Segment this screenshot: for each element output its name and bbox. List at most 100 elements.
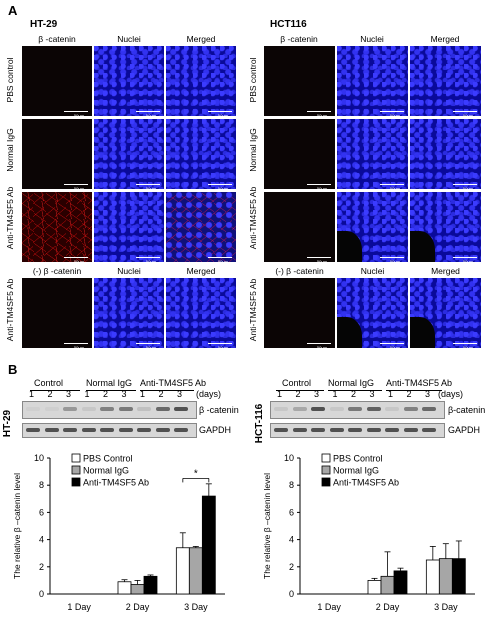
blot-left-underline-2 xyxy=(86,390,136,391)
legend-label: Normal IgG xyxy=(83,466,129,476)
micrograph-hct116-pbs-merged xyxy=(410,46,481,116)
bar xyxy=(117,581,132,595)
blot-right-underline-1 xyxy=(276,390,324,391)
micrograph-ht29-anti-merged xyxy=(166,192,236,262)
lane-number: 1 xyxy=(140,389,146,399)
legend-label: Anti-TM4SF5 Ab xyxy=(333,478,399,488)
col-header-merged-left: Merged xyxy=(186,34,216,44)
micrograph-ht29-neg-merged xyxy=(166,278,236,348)
lane-number: 3 xyxy=(177,389,183,399)
lane-number: 2 xyxy=(47,389,53,399)
lane-number: 1 xyxy=(332,389,338,399)
blot-right-group-control: Control xyxy=(282,378,312,388)
bar xyxy=(380,575,395,595)
y-tick-label: 10 xyxy=(34,453,44,463)
micrograph-ht29-pbs-nuclei xyxy=(94,46,164,116)
blot-left-days: (days) xyxy=(196,389,222,399)
catenin-band xyxy=(329,407,344,411)
micrograph-ht29-igg-catenin xyxy=(22,119,92,189)
lane-number: 2 xyxy=(351,389,357,399)
blot-right-row-gapdh: GAPDH xyxy=(448,425,481,435)
row-label-igg-left: Normal IgG xyxy=(5,128,15,172)
col-header-nuclei-right: Nuclei xyxy=(360,34,384,44)
col-header-nuclei-left: Nuclei xyxy=(117,34,141,44)
blot-left-cell-line: HT-29 xyxy=(2,409,14,438)
micrograph-hct116-neg-nuclei xyxy=(337,278,408,348)
x-tick-label: 3 Day xyxy=(184,602,208,612)
row-label-anti-left: Anti-TM4SF5 Ab xyxy=(5,186,15,250)
blot-left-group-igg: Normal IgG xyxy=(86,378,133,388)
legend-swatch xyxy=(321,465,331,475)
gapdh-band xyxy=(311,428,325,432)
bar xyxy=(130,584,145,595)
micrograph-hct116-neg-catenin xyxy=(264,278,335,348)
gapdh-band xyxy=(137,428,151,432)
legend-swatch xyxy=(71,465,81,475)
blot-right-row-catenin: β-catenin xyxy=(448,405,486,415)
ht29-title: HT-29 xyxy=(30,19,58,30)
catenin-band xyxy=(81,407,96,411)
catenin-band xyxy=(44,407,59,411)
micrograph-ht29-anti-nuclei xyxy=(94,192,164,262)
row-label-igg-right: Normal IgG xyxy=(248,128,258,172)
row-label-anti2-right: Anti-TM4SF5 Ab xyxy=(248,278,258,342)
row-label-anti-right: Anti-TM4SF5 Ab xyxy=(248,186,258,250)
bar xyxy=(451,558,466,595)
lane-number: 3 xyxy=(314,389,320,399)
lane-number: 2 xyxy=(295,389,301,399)
gapdh-band xyxy=(44,428,59,432)
hct116-title: HCT116 xyxy=(270,19,307,30)
col-header-nuclei-row4-right: Nuclei xyxy=(360,266,385,276)
gapdh-band xyxy=(385,428,399,432)
bar-chart-ht29: 0 2 4 6 8 10 The relative β –catenin level 1 Da… xyxy=(12,453,225,612)
col-header-merged-row4-right: Merged xyxy=(431,266,460,276)
significance-star: * xyxy=(194,468,198,479)
micrograph-hct116-igg-catenin xyxy=(264,119,335,189)
x-tick-label: 1 Day xyxy=(317,602,341,612)
micrograph-ht29-neg-nuclei xyxy=(94,278,164,348)
blot-right-group-anti: Anti-TM4SF5 Ab xyxy=(386,378,453,388)
row-label-anti2-left: Anti-TM4SF5 Ab xyxy=(5,278,15,342)
micrograph-ht29-igg-merged xyxy=(166,119,236,189)
gapdh-band xyxy=(329,428,344,432)
blot-left-row-gapdh: GAPDH xyxy=(199,425,232,435)
lane-number: 3 xyxy=(425,389,431,399)
gapdh-band xyxy=(81,428,96,432)
catenin-band xyxy=(422,407,436,411)
x-tick-label: 3 Day xyxy=(434,602,458,612)
blot-right-group-igg: Normal IgG xyxy=(328,378,375,388)
bar xyxy=(143,575,158,595)
micrograph-hct116-anti-catenin xyxy=(264,192,335,262)
lane-number: 1 xyxy=(388,389,394,399)
bar xyxy=(393,570,408,595)
gapdh-band xyxy=(422,428,436,432)
lane-number: 1 xyxy=(84,389,90,399)
col-header-neg-catenin-left: (-) β -catenin xyxy=(32,266,82,276)
blot-right-underline-3 xyxy=(386,390,442,391)
catenin-band xyxy=(274,407,288,411)
legend-label: PBS Control xyxy=(333,454,383,464)
micrograph-ht29-neg-catenin xyxy=(22,278,92,348)
y-tick-label: 0 xyxy=(289,589,294,599)
gapdh-band xyxy=(403,428,418,432)
legend-label: PBS Control xyxy=(83,454,133,464)
y-axis-label: The relative β –catenin level xyxy=(12,473,22,579)
micrograph-hct116-pbs-catenin xyxy=(264,46,335,116)
micrograph-ht29-pbs-merged xyxy=(166,46,236,116)
y-tick-label: 8 xyxy=(39,480,44,490)
bar xyxy=(438,558,453,595)
blot-right-underline-2 xyxy=(328,390,382,391)
y-tick-label: 0 xyxy=(39,589,44,599)
legend-label: Anti-TM4SF5 Ab xyxy=(83,478,149,488)
row-label-pbs-left: PBS control xyxy=(5,57,15,103)
micrograph-hct116-neg-merged xyxy=(410,278,481,348)
bar xyxy=(188,547,203,595)
catenin-band xyxy=(366,407,381,411)
y-tick-label: 8 xyxy=(289,480,294,490)
gapdh-band xyxy=(174,428,188,432)
micrograph-ht29-pbs-catenin xyxy=(22,46,92,116)
gapdh-band xyxy=(63,428,77,432)
bar xyxy=(201,495,216,595)
panel-b-letter: B xyxy=(8,362,18,377)
col-header-catenin-left: β -catenin xyxy=(38,34,76,44)
